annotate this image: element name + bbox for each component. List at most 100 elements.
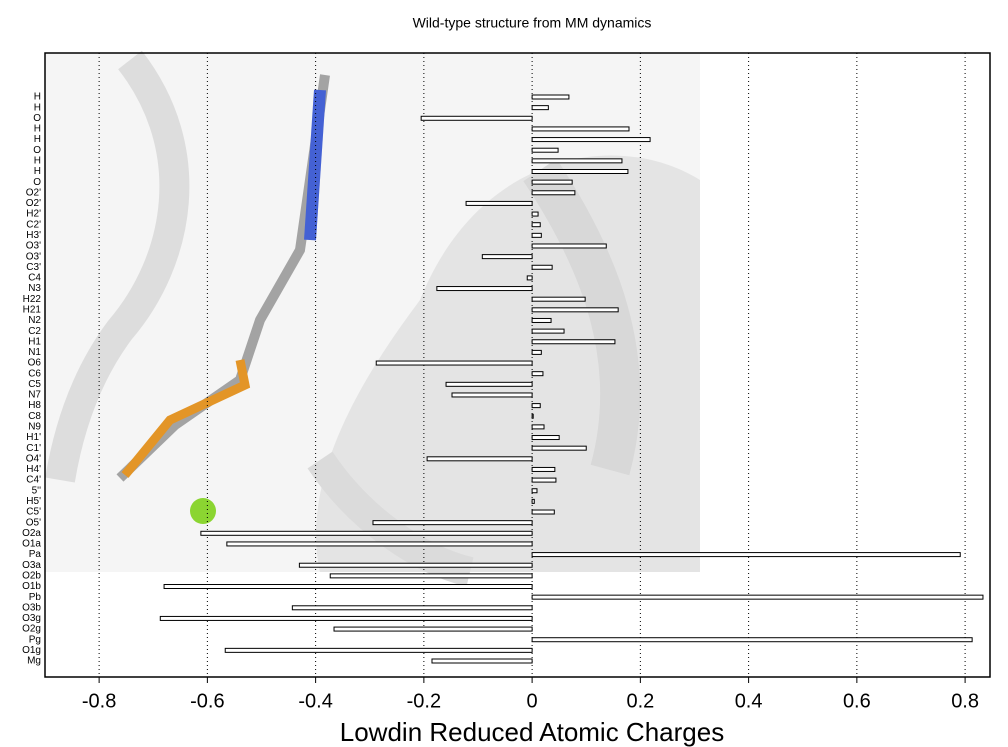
- y-tick-label: H21: [23, 304, 42, 315]
- bar: [531, 158, 623, 164]
- y-tick-label: H: [34, 155, 41, 166]
- bar: [372, 520, 533, 526]
- bar: [531, 637, 973, 643]
- y-tick-label: H: [34, 124, 41, 135]
- bar: [531, 435, 560, 441]
- bar: [531, 105, 549, 111]
- bar: [163, 584, 533, 590]
- y-tick-label: O: [33, 177, 41, 188]
- y-tick-label: O2g: [22, 624, 41, 635]
- bar: [526, 275, 533, 281]
- bar: [436, 286, 533, 292]
- y-tick-label: H: [34, 92, 41, 103]
- y-tick-label: C5: [28, 379, 41, 390]
- y-tick-label: O2a: [22, 528, 41, 539]
- x-tick-label: 0.4: [735, 690, 763, 712]
- y-tick-label: N9: [28, 422, 41, 433]
- y-tick-label: O: [33, 113, 41, 124]
- bar: [224, 647, 533, 653]
- y-tick-label: O3': [26, 241, 41, 252]
- bar: [531, 243, 607, 249]
- bar: [329, 573, 533, 579]
- bar: [226, 541, 533, 547]
- y-tick-label: C2': [26, 219, 41, 230]
- bar: [531, 371, 544, 377]
- x-tick-label: -0.8: [82, 690, 116, 712]
- y-tick-label: Mg: [27, 656, 41, 667]
- y-tick-label: Pa: [29, 549, 42, 560]
- bar: [531, 264, 553, 270]
- y-tick-label: H22: [23, 294, 42, 305]
- bar: [291, 605, 533, 611]
- bar: [531, 477, 557, 483]
- bar: [531, 594, 984, 600]
- y-tick-label: C6: [28, 368, 41, 379]
- y-tick-label: O: [33, 145, 41, 156]
- bar: [451, 392, 533, 398]
- y-tick-label: H2': [26, 209, 41, 220]
- y-tick-label: O2': [26, 187, 41, 198]
- bar: [420, 115, 533, 121]
- bar: [531, 498, 535, 504]
- y-tick-label: O3b: [22, 602, 41, 613]
- y-tick-label: C4': [26, 475, 41, 486]
- y-tick-label: O2b: [22, 571, 41, 582]
- bar: [531, 147, 559, 153]
- bar: [531, 137, 651, 143]
- chart-title: Wild-type structure from MM dynamics: [413, 15, 652, 31]
- x-tick-label: 0.2: [626, 690, 654, 712]
- bar: [531, 339, 616, 345]
- y-tick-label: O3g: [22, 613, 41, 624]
- bar: [431, 658, 533, 664]
- bar: [531, 424, 545, 430]
- y-tick-label: C1': [26, 443, 41, 454]
- bar: [531, 190, 576, 196]
- y-tick-label: Pb: [29, 592, 42, 603]
- y-tick-label: O2': [26, 198, 41, 209]
- y-tick-label: N7: [28, 390, 41, 401]
- y-tick-label: H5': [26, 496, 41, 507]
- y-tick-label: H4': [26, 464, 41, 475]
- x-tick-label: -0.2: [407, 690, 441, 712]
- bar: [465, 200, 533, 206]
- bar: [531, 222, 541, 228]
- bar: [531, 232, 542, 238]
- x-tick-label: 0.8: [951, 690, 979, 712]
- y-tick-label: H8: [28, 400, 41, 411]
- y-tick-label: O3': [26, 251, 41, 262]
- bar: [531, 94, 570, 100]
- y-tick-label: Pg: [29, 634, 41, 645]
- bar: [531, 126, 630, 132]
- y-tick-label: 5'': [32, 485, 41, 496]
- y-tick-label: O3a: [22, 560, 41, 571]
- bar: [531, 466, 556, 472]
- y-tick-label: C5': [26, 507, 41, 518]
- bar: [531, 349, 542, 355]
- y-tick-label: O1a: [22, 539, 41, 550]
- y-tick-label: O4': [26, 453, 41, 464]
- bar: [375, 360, 533, 366]
- y-tick-label: O1b: [22, 581, 41, 592]
- y-tick-label: C2: [28, 326, 41, 337]
- y-tick-label: C8: [28, 411, 41, 422]
- bar: [531, 413, 534, 419]
- bar: [159, 615, 533, 621]
- y-tick-label: C4: [28, 273, 41, 284]
- y-tick-label: H1: [28, 336, 41, 347]
- y-tick-label: O5': [26, 517, 41, 528]
- bar: [531, 552, 961, 558]
- y-tick-label: H3': [26, 230, 41, 241]
- bar: [481, 254, 533, 260]
- bar: [333, 626, 533, 632]
- bar: [531, 488, 538, 494]
- bar: [531, 328, 565, 334]
- y-tick-label: O6: [28, 358, 42, 369]
- x-tick-label: -0.6: [190, 690, 224, 712]
- plot-frame: [44, 52, 991, 678]
- y-tick-label: H1': [26, 432, 41, 443]
- bar: [531, 168, 629, 174]
- y-tick-label: H: [34, 166, 41, 177]
- y-tick-label: O1g: [22, 645, 41, 656]
